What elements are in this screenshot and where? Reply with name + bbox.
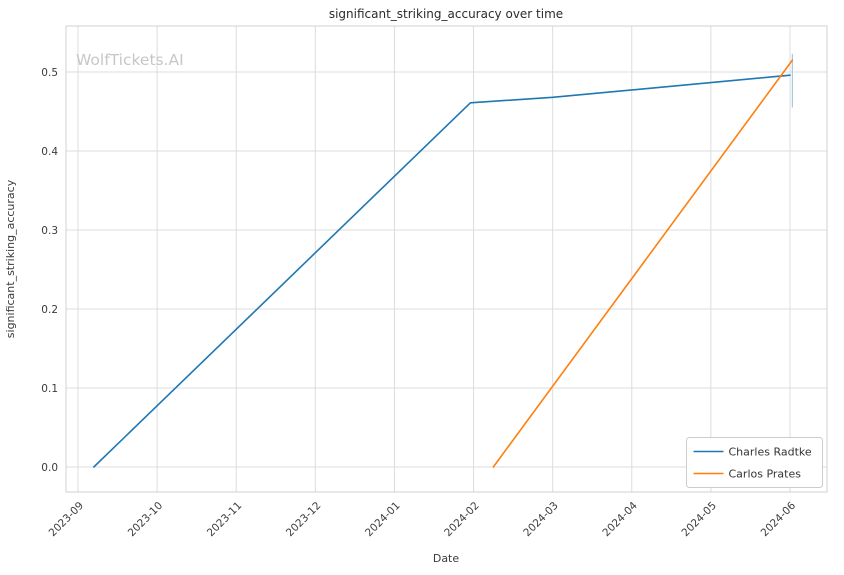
x-tick-label: 2023-09: [47, 500, 87, 540]
watermark: WolfTickets.AI: [76, 51, 184, 69]
series-line-carlos-prates: [492, 59, 794, 468]
y-tick-label: 0.0: [41, 462, 58, 474]
y-tick-labels: 0.0 0.1 0.2 0.3 0.4 0.5: [41, 67, 58, 474]
x-tick-label: 2023-10: [126, 500, 166, 540]
x-tick-label: 2024-06: [759, 499, 799, 539]
legend-entry-label: Charles Radtke: [729, 446, 812, 459]
y-tick-label: 0.1: [41, 383, 58, 395]
x-tick-label: 2024-01: [363, 500, 403, 540]
plot-border: [65, 25, 828, 493]
x-tick-label: 2024-05: [680, 500, 720, 540]
x-tick-label: 2023-11: [205, 500, 245, 540]
series-line-charles-radtke: [93, 74, 791, 468]
legend-box: [686, 437, 823, 488]
x-tick-labels: 2023-09 2023-10 2023-11 2023-12 2024-01 2024-…: [47, 499, 799, 539]
x-tick-label: 2024-02: [442, 500, 482, 540]
y-tick-label: 0.3: [41, 225, 58, 237]
x-tick-label: 2023-12: [284, 500, 324, 540]
chart-title: significant_striking_accuracy over time: [329, 7, 563, 21]
y-tick-label: 0.2: [41, 304, 58, 316]
y-tick-label: 0.5: [41, 67, 58, 79]
legend-entry-label: Carlos Prates: [729, 468, 802, 481]
x-tick-label: 2024-04: [600, 499, 640, 539]
x-axis-label: Date: [433, 552, 460, 565]
y-tick-label: 0.4: [41, 146, 58, 158]
y-axis-label: significant_striking_accuracy: [4, 179, 17, 338]
x-tick-label: 2024-03: [521, 500, 561, 540]
grid-layer: [66, 26, 827, 492]
series-layer: [93, 53, 794, 468]
legend: Charles Radtke Carlos Prates: [686, 437, 823, 488]
